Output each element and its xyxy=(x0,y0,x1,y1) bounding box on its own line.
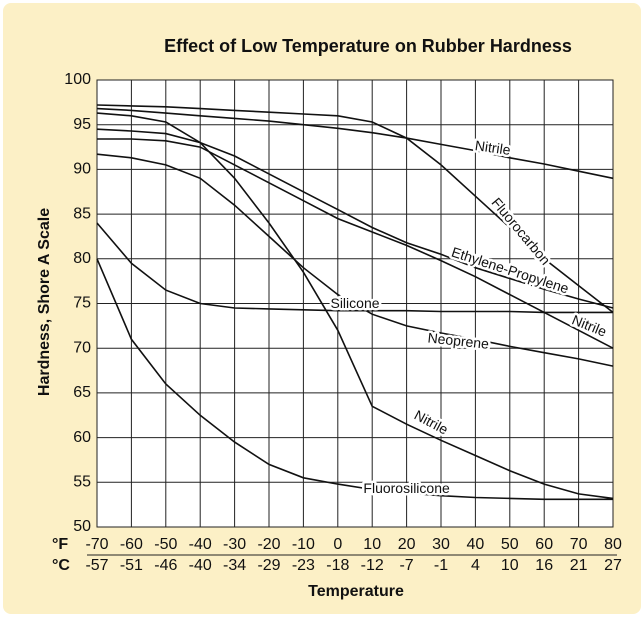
x-tick-label: -70 xyxy=(85,536,108,553)
y-axis-label: Hardness, Shore A Scale xyxy=(36,208,53,396)
line-series xyxy=(96,222,613,314)
x-tick-label-celsius: -51 xyxy=(120,557,143,574)
line-series xyxy=(96,112,614,500)
chart-title: Effect of Low Temperature on Rubber Hard… xyxy=(164,36,572,56)
x-axis-label: Temperature xyxy=(308,583,404,600)
x-tick-label: 20 xyxy=(398,536,416,553)
y-tick-label: 50 xyxy=(73,518,91,535)
x-tick-label: 30 xyxy=(432,536,450,553)
y-tick-label: 85 xyxy=(73,205,91,222)
x-tick-label: 10 xyxy=(363,536,381,553)
x-tick-label-celsius: -40 xyxy=(189,557,212,574)
fahrenheit-label: °F xyxy=(52,536,68,553)
x-tick-label-celsius: -46 xyxy=(154,557,177,574)
y-tick-label: 55 xyxy=(73,474,91,491)
x-tick-label: -10 xyxy=(292,536,315,553)
series-label: Silicone xyxy=(330,295,379,311)
x-tick-label-celsius: 16 xyxy=(535,557,553,574)
x-tick-label: 70 xyxy=(570,536,588,553)
line-series xyxy=(97,138,614,349)
x-tick-label: 0 xyxy=(333,536,342,553)
x-tick-label-celsius: 10 xyxy=(501,557,519,574)
x-tick-label: -60 xyxy=(120,536,143,553)
x-tick-label: 80 xyxy=(604,536,622,553)
x-tick-label-celsius: 4 xyxy=(471,557,480,574)
y-tick-label: 100 xyxy=(64,71,91,88)
x-tick-label-celsius: -34 xyxy=(223,557,246,574)
x-tick-label-celsius: 21 xyxy=(570,557,588,574)
y-tick-label: 75 xyxy=(73,295,91,312)
x-tick-label: -30 xyxy=(223,536,246,553)
x-tick-label-celsius: 27 xyxy=(604,557,622,574)
x-tick-label: -50 xyxy=(154,536,177,553)
x-tick-label: 40 xyxy=(467,536,485,553)
x-tick-label: -20 xyxy=(257,536,280,553)
line-series xyxy=(96,107,614,180)
x-tick-label-celsius: -12 xyxy=(361,557,384,574)
x-tick-label-celsius: -23 xyxy=(292,557,315,574)
y-tick-label: 60 xyxy=(73,429,91,446)
line-series xyxy=(96,128,614,309)
y-tick-label: 90 xyxy=(73,161,91,178)
line-series xyxy=(96,104,614,314)
y-tick-label: 80 xyxy=(73,250,91,267)
series-label: Fluorosilicone xyxy=(363,480,450,496)
x-tick-label: 60 xyxy=(535,536,553,553)
x-tick-label-celsius: -18 xyxy=(326,557,349,574)
x-tick-label-celsius: -57 xyxy=(85,557,108,574)
x-tick-label: 50 xyxy=(501,536,519,553)
x-tick-label: -40 xyxy=(189,536,212,553)
line-series xyxy=(96,258,613,501)
y-tick-label: 95 xyxy=(73,116,91,133)
y-tick-label: 70 xyxy=(73,339,91,356)
x-tick-label-celsius: -29 xyxy=(257,557,280,574)
celsius-label: °C xyxy=(52,557,70,574)
x-tick-label-celsius: -7 xyxy=(399,557,413,574)
line-series xyxy=(96,153,614,367)
y-tick-label: 65 xyxy=(73,384,91,401)
x-tick-label-celsius: -1 xyxy=(434,557,448,574)
